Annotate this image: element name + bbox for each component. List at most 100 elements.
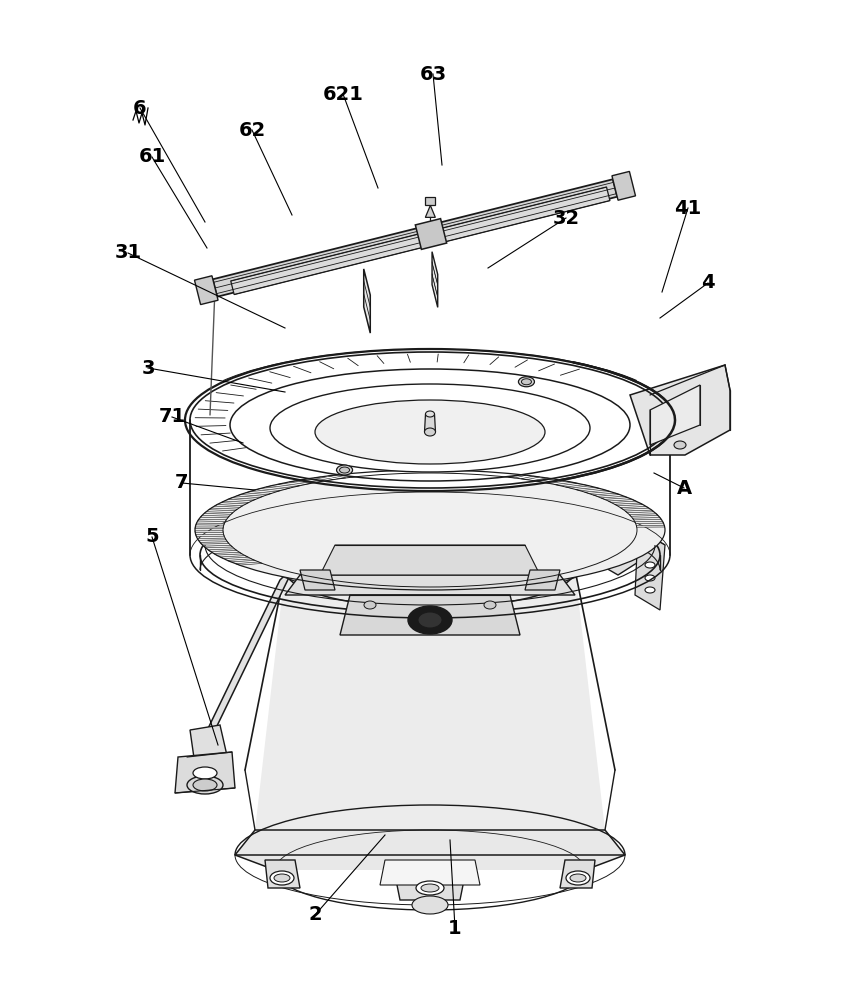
Ellipse shape [185, 349, 675, 491]
Polygon shape [215, 504, 242, 507]
Polygon shape [424, 414, 435, 432]
Polygon shape [300, 570, 335, 590]
Polygon shape [555, 482, 578, 486]
Polygon shape [483, 472, 498, 475]
Polygon shape [470, 471, 483, 474]
Polygon shape [208, 549, 237, 552]
Polygon shape [637, 525, 664, 527]
Polygon shape [235, 855, 625, 870]
Polygon shape [356, 473, 371, 476]
Polygon shape [625, 510, 654, 513]
Polygon shape [432, 274, 438, 298]
Polygon shape [236, 562, 263, 565]
Polygon shape [314, 477, 334, 480]
Polygon shape [593, 493, 620, 496]
Ellipse shape [412, 896, 448, 914]
Ellipse shape [416, 881, 444, 895]
Polygon shape [198, 519, 226, 521]
Polygon shape [496, 473, 512, 477]
Polygon shape [200, 565, 295, 745]
Ellipse shape [674, 441, 686, 449]
Text: 1: 1 [448, 918, 461, 938]
Polygon shape [380, 860, 480, 885]
Polygon shape [370, 472, 384, 475]
Polygon shape [195, 527, 223, 529]
Ellipse shape [425, 411, 434, 417]
Polygon shape [195, 531, 223, 533]
Ellipse shape [484, 601, 496, 609]
Ellipse shape [270, 384, 590, 472]
Polygon shape [265, 860, 300, 888]
Polygon shape [621, 506, 649, 509]
Polygon shape [266, 486, 290, 489]
Ellipse shape [570, 874, 586, 882]
Polygon shape [592, 530, 665, 575]
Ellipse shape [408, 606, 452, 634]
Polygon shape [635, 530, 665, 610]
Ellipse shape [645, 562, 655, 568]
Bar [425, 197, 435, 205]
Ellipse shape [364, 601, 376, 609]
Polygon shape [190, 725, 228, 765]
Ellipse shape [315, 400, 545, 464]
Polygon shape [601, 496, 628, 499]
Text: 7: 7 [175, 474, 189, 492]
Polygon shape [213, 179, 617, 297]
Polygon shape [289, 481, 311, 484]
Polygon shape [560, 860, 595, 888]
Polygon shape [386, 471, 397, 474]
Text: 32: 32 [552, 209, 579, 228]
Ellipse shape [519, 377, 535, 387]
Polygon shape [430, 470, 438, 473]
Ellipse shape [339, 467, 349, 473]
Text: 71: 71 [158, 408, 185, 426]
Ellipse shape [337, 465, 353, 475]
Polygon shape [635, 521, 663, 524]
Ellipse shape [424, 428, 435, 436]
Polygon shape [340, 595, 520, 635]
Polygon shape [209, 508, 237, 511]
Polygon shape [509, 475, 526, 478]
Polygon shape [228, 498, 256, 501]
Polygon shape [444, 470, 453, 473]
Polygon shape [197, 538, 226, 540]
Polygon shape [175, 752, 235, 793]
Polygon shape [320, 545, 540, 575]
Polygon shape [255, 489, 280, 492]
Polygon shape [416, 470, 424, 473]
Polygon shape [364, 269, 370, 333]
Polygon shape [227, 559, 255, 562]
Polygon shape [255, 570, 605, 830]
Polygon shape [608, 500, 636, 503]
Polygon shape [629, 514, 658, 516]
Text: 62: 62 [238, 120, 265, 139]
Polygon shape [457, 471, 468, 474]
Ellipse shape [274, 874, 290, 882]
Polygon shape [220, 556, 248, 559]
Polygon shape [650, 385, 700, 445]
Ellipse shape [193, 779, 217, 791]
Text: A: A [676, 479, 691, 497]
Polygon shape [200, 542, 229, 544]
Polygon shape [432, 252, 438, 307]
Text: 3: 3 [141, 359, 155, 377]
Polygon shape [395, 875, 465, 900]
Text: 621: 621 [322, 85, 364, 104]
Text: 5: 5 [145, 528, 159, 546]
Polygon shape [342, 474, 359, 477]
Polygon shape [615, 503, 642, 506]
Ellipse shape [566, 871, 590, 885]
Polygon shape [285, 575, 575, 595]
Ellipse shape [521, 379, 531, 385]
Ellipse shape [645, 575, 655, 581]
Ellipse shape [418, 612, 442, 628]
Text: 6: 6 [133, 99, 147, 117]
Polygon shape [231, 187, 610, 295]
Ellipse shape [195, 470, 665, 590]
Polygon shape [301, 479, 322, 482]
Ellipse shape [230, 369, 630, 481]
Polygon shape [432, 262, 438, 286]
Polygon shape [632, 518, 661, 520]
Polygon shape [204, 512, 233, 514]
Text: 4: 4 [701, 273, 715, 292]
